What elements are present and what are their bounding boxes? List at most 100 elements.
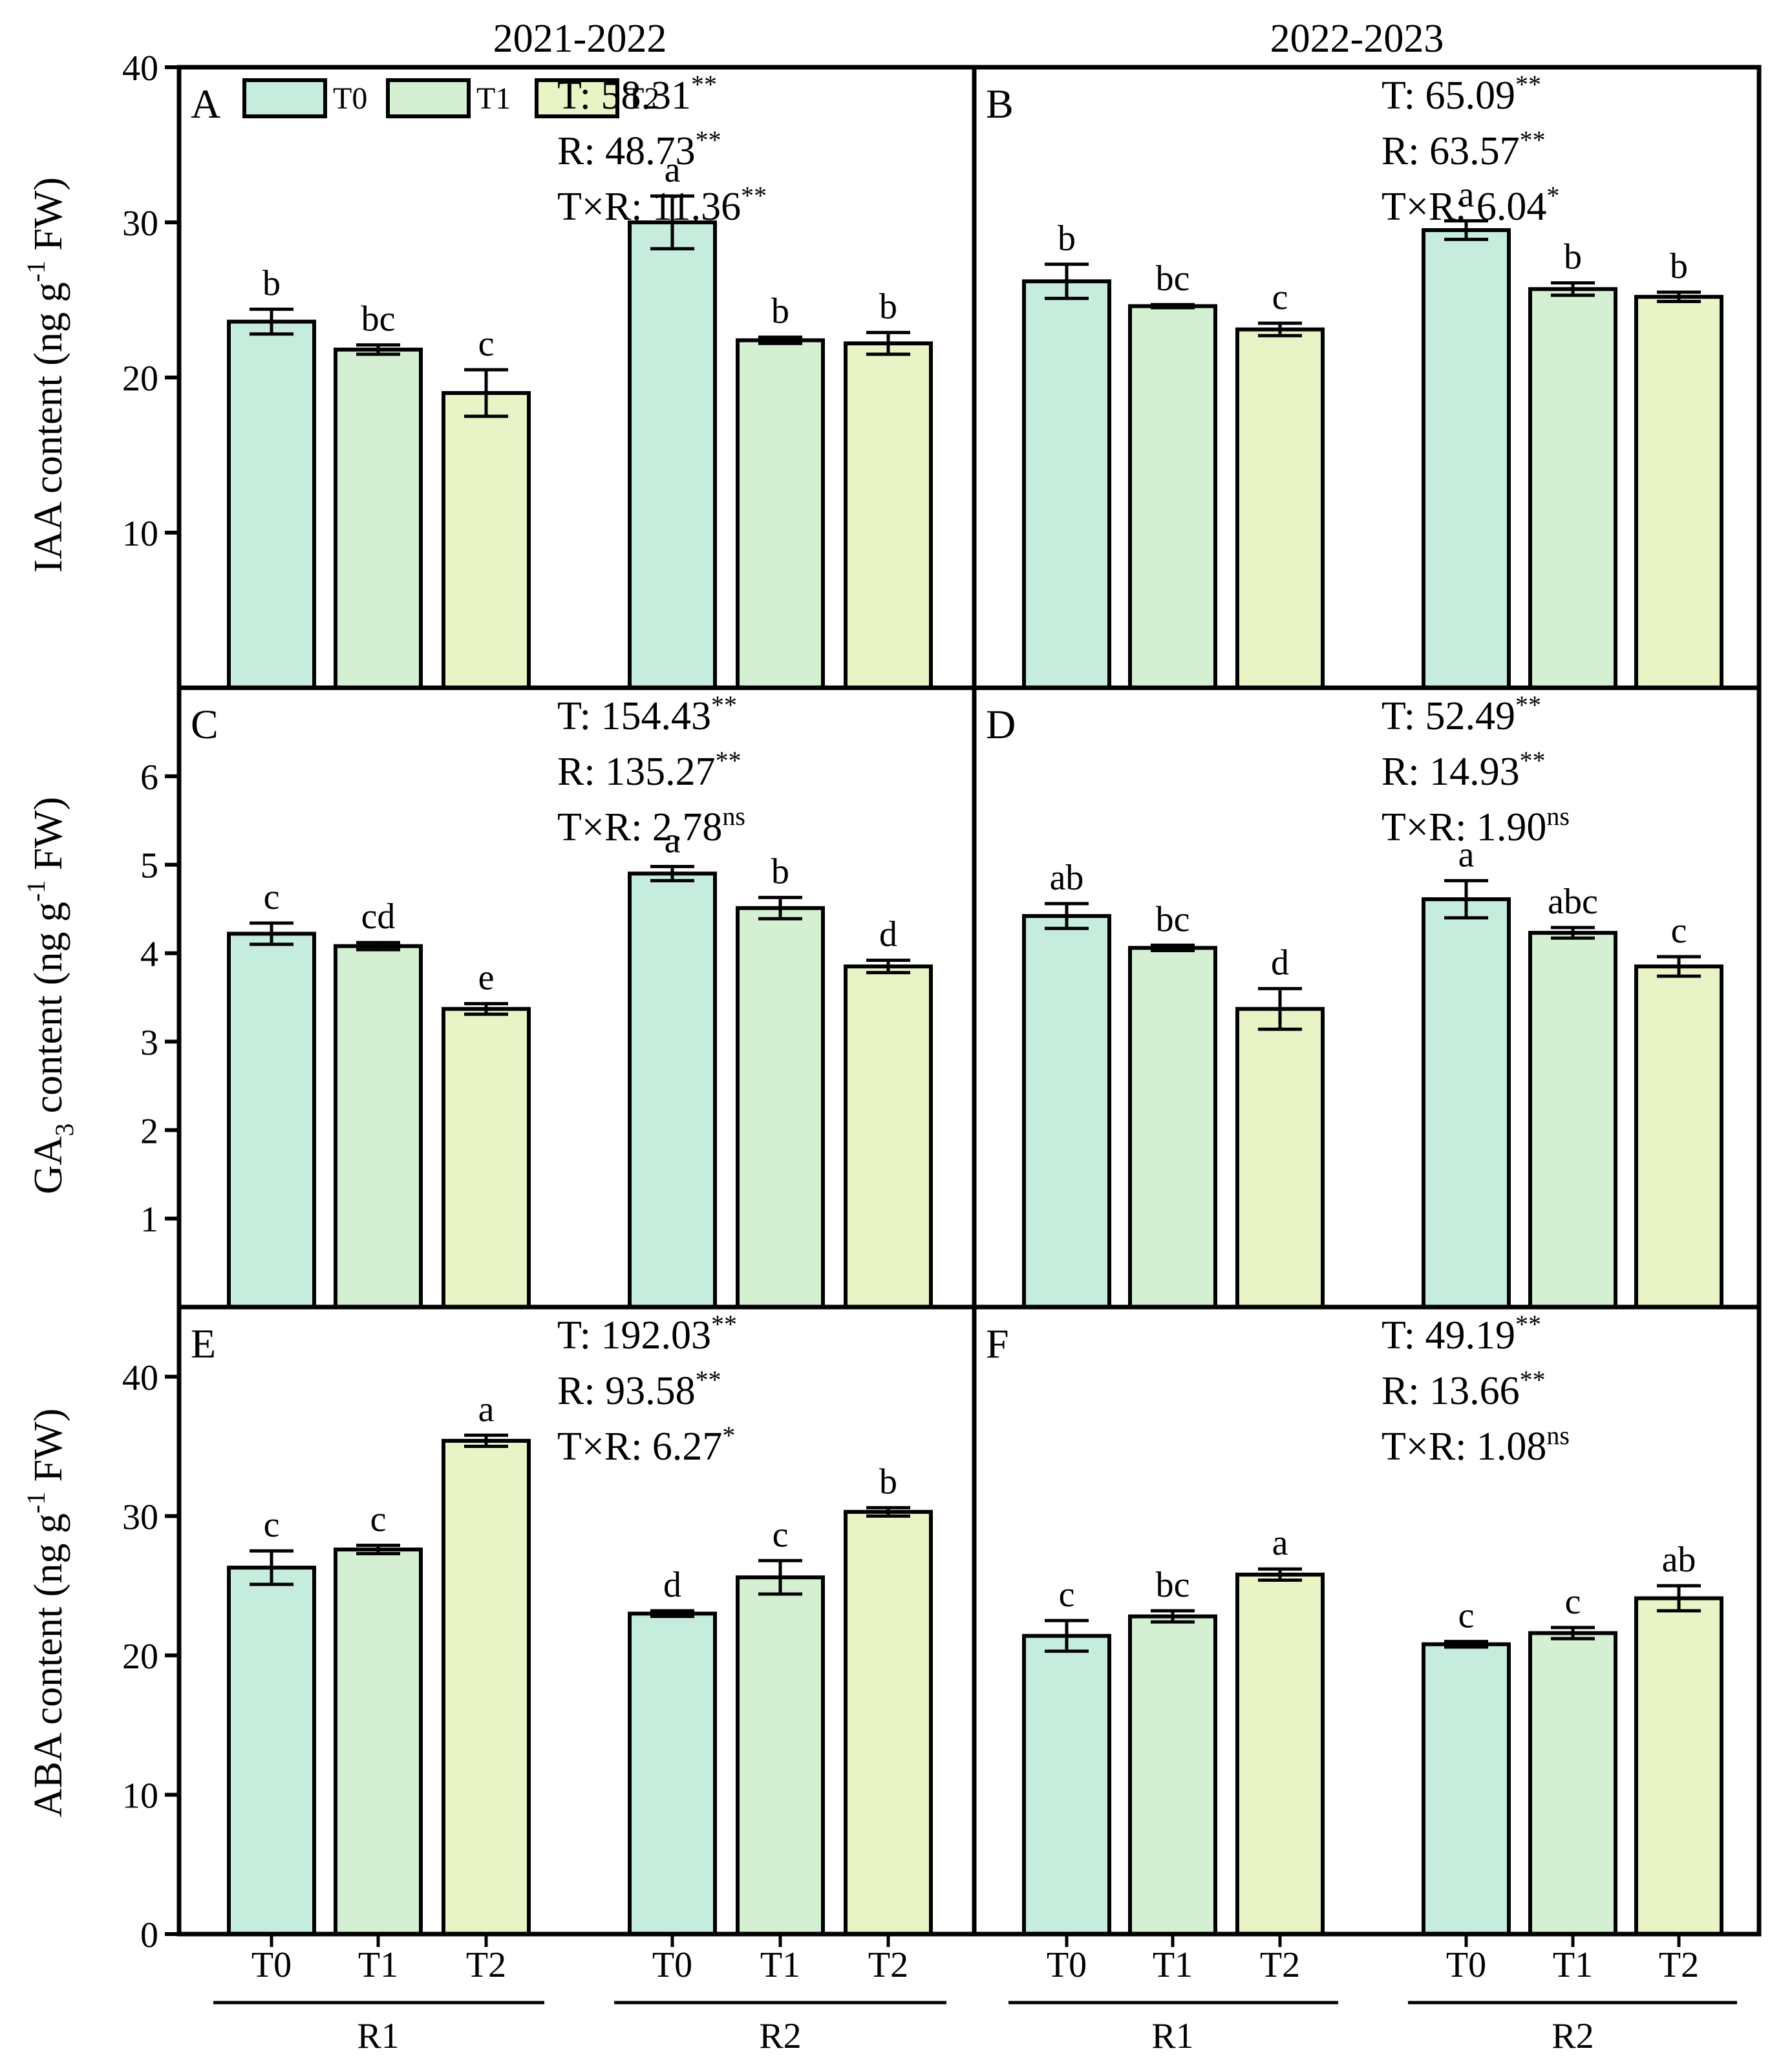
bar-r2-t1: [736, 906, 825, 1309]
bar-r2-t2: [1634, 295, 1723, 690]
bar-r1-t1: [334, 347, 423, 690]
column-title-2021-2022: 2021-2022: [493, 17, 667, 61]
x-group-label-r2: R2: [1552, 2016, 1594, 2056]
bar-r1-t2: [442, 391, 531, 690]
significance-letter: b: [1670, 246, 1688, 286]
panel-label: E: [191, 1321, 216, 1367]
significance-letter: bc: [361, 299, 396, 339]
bar-r2-t0: [1422, 228, 1511, 690]
bar-r2-t2: [844, 964, 933, 1309]
bar-r2-t1: [736, 1575, 825, 1936]
significance-letter: d: [879, 915, 897, 955]
panel-label: D: [986, 701, 1016, 747]
significance-letter: a: [478, 1389, 495, 1429]
anova-stat: R: 63.57**: [1381, 125, 1546, 173]
bar-r1-t2: [442, 1438, 531, 1936]
legend-label-t0: T0: [333, 81, 367, 116]
x-group-label-r1: R1: [1151, 2016, 1193, 2056]
significance-letter: d: [1271, 942, 1289, 983]
bar-r2-t1: [1528, 931, 1617, 1309]
significance-letter: cd: [361, 897, 396, 937]
bar-r2-t2: [1634, 964, 1723, 1309]
x-tick-label: T0: [251, 1945, 292, 1985]
significance-letter: b: [879, 1462, 897, 1502]
y-tick-label: 2: [140, 1111, 158, 1151]
anova-stat: T: 49.19**: [1381, 1310, 1541, 1357]
y-tick-label: 1: [140, 1200, 158, 1240]
significance-letter: c: [370, 1500, 387, 1540]
significance-letter: c: [264, 1505, 280, 1545]
significance-letter: abc: [1548, 882, 1598, 922]
x-tick-label: T1: [358, 1945, 398, 1985]
significance-letter: bc: [1156, 259, 1190, 299]
significance-letter: c: [1671, 911, 1687, 951]
panel-d: Dab bc d a abc c T: 52.49** R: 14.93** T×R: 1.90…: [972, 685, 1762, 1310]
panel-f: Fc bc a c c ab T: 49.19** R: 13.66** T×R: 1.08ns: [972, 1304, 1762, 1937]
significance-letter: bc: [1156, 899, 1190, 939]
anova-stat: T: 192.03**: [557, 1310, 737, 1357]
anova-stat: T×R: 6.04*: [1381, 181, 1559, 229]
significance-letter: c: [1458, 1595, 1475, 1635]
anova-stat: R: 48.73**: [557, 125, 721, 173]
legend-swatch-t0: [242, 78, 327, 118]
significance-letter: c: [1272, 277, 1288, 317]
figure-frame: [176, 65, 1762, 1937]
bar-r1-t2: [442, 1006, 531, 1309]
x-tick-label: T2: [868, 1945, 908, 1985]
y-tick-label: 3: [140, 1023, 158, 1063]
bar-r1-t2: [1235, 1572, 1325, 1937]
significance-letter: bc: [1156, 1565, 1190, 1605]
y-tick-label: 30: [122, 204, 158, 244]
x-group-label-r1: R1: [357, 2016, 399, 2056]
significance-letter: ab: [1662, 1540, 1696, 1580]
panel-e: 0 10 20 30 40 Ec c a d c b T: 192.03** R: 93.58** T×R…: [122, 1304, 977, 1955]
bar-r1-t0: [227, 931, 316, 1310]
significance-letter: ab: [1050, 858, 1084, 898]
y-tick-label: 4: [140, 935, 158, 975]
x-tick-label: T0: [1446, 1945, 1486, 1985]
column-title-2022-2023: 2022-2023: [1270, 17, 1444, 61]
bar-r1-t1: [334, 944, 423, 1309]
x-group-label-r2: R2: [759, 2016, 801, 2056]
y-tick-label: 10: [122, 1776, 158, 1816]
significance-letter: b: [879, 286, 897, 326]
bar-r1-t1: [1128, 304, 1217, 690]
panel-label: B: [986, 81, 1014, 127]
bar-r2-t0: [1422, 897, 1511, 1310]
bar-r1-t2: [1235, 327, 1325, 690]
panel-label: A: [191, 81, 220, 127]
bar-r1-t0: [227, 1566, 316, 1936]
y-tick-label: 0: [140, 1915, 158, 1955]
x-tick-label: T1: [1153, 1945, 1193, 1985]
x-tick-label: T0: [1047, 1945, 1087, 1985]
legend-swatch-t2: [535, 78, 619, 118]
bar-r2-t0: [628, 1612, 717, 1936]
x-tick-label: T2: [466, 1945, 506, 1985]
bar-r2-t1: [1528, 287, 1617, 690]
y-tick-label: 6: [140, 758, 158, 798]
y-axis-title-ga3: GA3 content (ng g-1 FW): [21, 797, 79, 1195]
bar-r1-t0: [227, 319, 316, 690]
significance-letter: b: [1564, 237, 1582, 277]
significance-letter: b: [771, 851, 789, 891]
y-axis-title-iaa: IAA content (ng g-1 FW): [21, 177, 70, 573]
significance-letter: b: [771, 292, 789, 332]
anova-stat: T: 58.31**: [557, 70, 717, 118]
y-tick-label: 5: [140, 846, 158, 886]
significance-letter: c: [478, 324, 495, 364]
significance-letter: b: [262, 263, 281, 303]
bar-r1-t0: [1022, 914, 1111, 1309]
significance-letter: a: [1272, 1523, 1288, 1563]
anova-stat: T×R: 1.90ns: [1381, 802, 1570, 849]
anova-stat: R: 14.93**: [1381, 746, 1546, 794]
x-tick-label: T2: [1659, 1945, 1699, 1985]
bar-r2-t2: [1634, 1596, 1723, 1937]
legend: T0 T1 T2: [242, 78, 659, 118]
x-tick-label: T0: [652, 1945, 692, 1985]
panel-c: 1 2 3 4 5 6Cc cd e a b d T: 154.43** R: 135.27** T×R:…: [140, 685, 977, 1310]
significance-letter: c: [1565, 1582, 1581, 1622]
y-axis-title-aba: ABA content (ng g-1 FW): [21, 1409, 70, 1818]
bar-r2-t1: [1528, 1631, 1617, 1936]
significance-letter: a: [1458, 175, 1475, 215]
